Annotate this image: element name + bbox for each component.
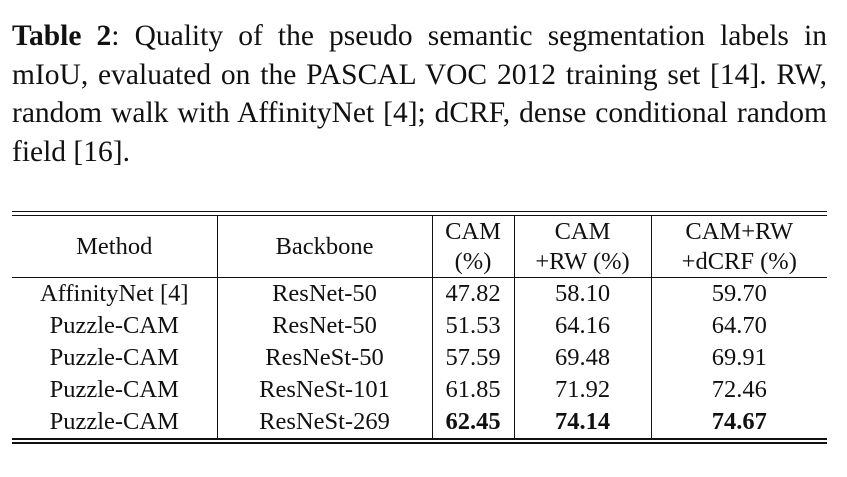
top-rule [12, 211, 827, 213]
cell-method: Puzzle-CAM [12, 342, 218, 375]
top-rule-second [12, 214, 827, 217]
cell-backbone: ResNet-50 [217, 310, 433, 343]
cell-method: AffinityNet [4] [12, 277, 218, 311]
cell-cam-rw: 69.48 [514, 342, 652, 375]
caption-label: Table 2 [12, 20, 112, 52]
cell-cam-rw: 58.10 [514, 277, 652, 311]
data-table: Method Backbone CAM (%) CAM +RW (%) CAM+RW… [12, 216, 827, 439]
cell-cam: 61.85 [432, 374, 515, 407]
header-backbone: Backbone [217, 216, 433, 279]
cell-backbone: ResNeSt-50 [217, 342, 433, 375]
cell-cam-rw-dcrf: 59.70 [711, 280, 767, 308]
header-cam-rw-dcrf: CAM+RW +dCRF (%) [651, 216, 827, 279]
cell-backbone: ResNeSt-101 [217, 374, 433, 407]
table-row: Puzzle-CAM ResNeSt-50 57.59 69.48 69.91 [12, 342, 827, 375]
header-cam-rw: CAM +RW (%) [514, 216, 652, 279]
header-cam: CAM (%) [432, 216, 515, 279]
cell-cam-rw-dcrf: 64.70 [711, 312, 767, 340]
table-row: Puzzle-CAM ResNeSt-269 62.45 74.14 74.67 [12, 406, 827, 439]
header-row: Method Backbone CAM (%) CAM +RW (%) CAM+RW… [12, 216, 827, 279]
caption-text: : Quality of the pseudo semantic segment… [12, 20, 827, 168]
cell-backbone: ResNeSt-269 [217, 406, 433, 439]
cell-cam: 62.45 [432, 406, 515, 439]
bottom-rule [12, 438, 827, 440]
cell-method: Puzzle-CAM [12, 374, 218, 407]
cell-backbone: ResNet-50 [217, 277, 433, 311]
table-row: AffinityNet [4] ResNet-50 47.82 58.10 59… [12, 277, 827, 311]
cell-cam-rw-dcrf: 74.67 [711, 408, 767, 436]
header-method: Method [12, 216, 218, 279]
table-row: Puzzle-CAM ResNet-50 51.53 64.16 64.70 [12, 310, 827, 343]
cell-method: Puzzle-CAM [12, 406, 218, 439]
cell-cam-rw-dcrf: 72.46 [711, 376, 767, 404]
results-table: Method Backbone CAM (%) CAM +RW (%) CAM+RW… [12, 211, 827, 444]
cell-cam-rw: 71.92 [514, 374, 652, 407]
cell-cam: 47.82 [432, 277, 515, 311]
cell-cam: 51.53 [432, 310, 515, 343]
cell-cam: 57.59 [432, 342, 515, 375]
bottom-rule-second [12, 442, 827, 444]
table-caption: Table 2: Quality of the pseudo semantic … [12, 17, 827, 171]
cell-cam-rw: 74.14 [514, 406, 652, 439]
cell-method: Puzzle-CAM [12, 310, 218, 343]
cell-cam-rw: 64.16 [514, 310, 652, 343]
table-row: Puzzle-CAM ResNeSt-101 61.85 71.92 72.46 [12, 374, 827, 407]
cell-cam-rw-dcrf: 69.91 [711, 344, 767, 372]
